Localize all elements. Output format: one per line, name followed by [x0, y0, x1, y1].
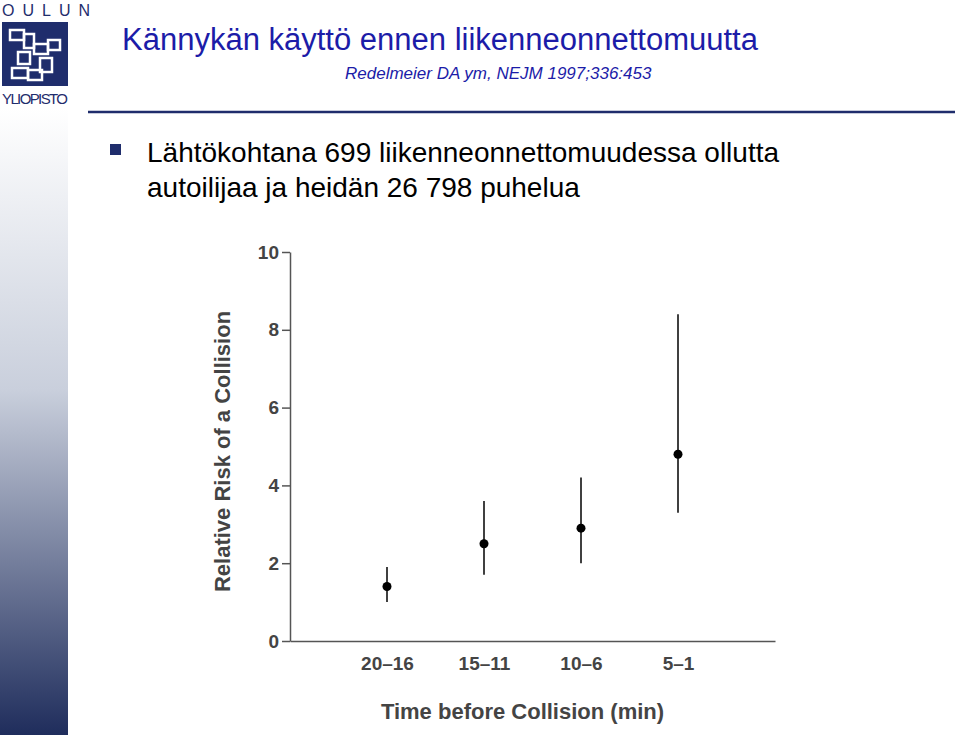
logo-pattern — [28, 70, 42, 80]
plot-area — [383, 314, 683, 602]
y-tick-label: 2 — [268, 553, 279, 574]
bullet-text: Lähtökohtana 699 liikenneonnettomuudessa… — [147, 137, 779, 168]
logo: OULUN YLIOPISTO — [2, 2, 98, 107]
slide: OULUN YLIOPISTO Kännykän käyttö ennen liik… — [0, 0, 960, 735]
bullet-marker — [110, 144, 121, 155]
subtitle: Redelmeier DA ym, NEJM 1997;336:453 — [345, 64, 652, 83]
y-axis-title: Relative Risk of a Collision — [210, 311, 235, 592]
logo-pattern — [18, 52, 30, 64]
y-axis: 0 2 4 6 8 10 — [258, 242, 291, 652]
error-bar — [677, 314, 679, 512]
x-axis-title: Time before Collision (min) — [381, 699, 664, 724]
point — [577, 524, 586, 533]
y-tick-mark — [282, 563, 290, 565]
y-tick-label: 10 — [258, 242, 279, 263]
error-bar — [483, 501, 485, 575]
bullet-text: autoilijaa ja heidän 26 798 puhelua — [147, 172, 580, 203]
y-tick: 2 — [268, 553, 290, 574]
point — [674, 450, 683, 459]
logo-pattern — [24, 34, 34, 48]
y-tick-label: 8 — [268, 319, 279, 340]
x-axis-line — [291, 641, 776, 643]
y-tick-mark — [282, 641, 290, 643]
logo-square — [2, 22, 68, 86]
x-tick: 10–6 — [560, 641, 602, 674]
point — [383, 582, 392, 591]
y-tick-label: 0 — [268, 631, 279, 652]
x-tick-label: 15–11 — [459, 653, 511, 674]
y-tick-label: 6 — [268, 397, 279, 418]
title: Kännykän käyttö ennen liikenneonnettomuu… — [122, 22, 759, 57]
y-tick-mark — [282, 330, 290, 332]
logo-bottom: YLIOPISTO — [2, 90, 68, 107]
y-tick-mark — [282, 252, 290, 254]
x-tick-label: 5–1 — [663, 653, 695, 674]
y-tick: 8 — [268, 319, 290, 340]
x-axis: 20–16 15–11 10–6 5–1 — [291, 641, 776, 674]
x-tick-label: 10–6 — [560, 653, 602, 674]
y-tick-mark — [282, 407, 290, 409]
chart: 0 2 4 6 8 10 20–16 15–11 10–6 5–1 Relative Risk of… — [210, 242, 776, 724]
error-bar — [580, 478, 582, 564]
x-tick-label: 20–16 — [361, 653, 414, 674]
x-tick: 15–11 — [459, 641, 511, 674]
y-tick-label: 4 — [268, 475, 279, 496]
y-tick: 0 — [268, 631, 290, 652]
y-tick: 10 — [258, 242, 290, 263]
y-tick: 6 — [268, 397, 290, 418]
title-rule — [88, 111, 955, 114]
side-band — [0, 108, 68, 735]
x-tick: 20–16 — [361, 641, 414, 674]
point — [480, 539, 489, 548]
y-tick: 4 — [268, 475, 290, 496]
logo-pattern — [10, 30, 24, 40]
x-tick: 5–1 — [663, 641, 695, 674]
y-tick-mark — [282, 485, 290, 487]
y-axis-line — [290, 253, 292, 642]
logo-pattern — [34, 44, 48, 54]
logo-top: OULUN — [2, 2, 98, 19]
logo-pattern — [48, 40, 60, 50]
logo-pattern — [12, 68, 28, 78]
